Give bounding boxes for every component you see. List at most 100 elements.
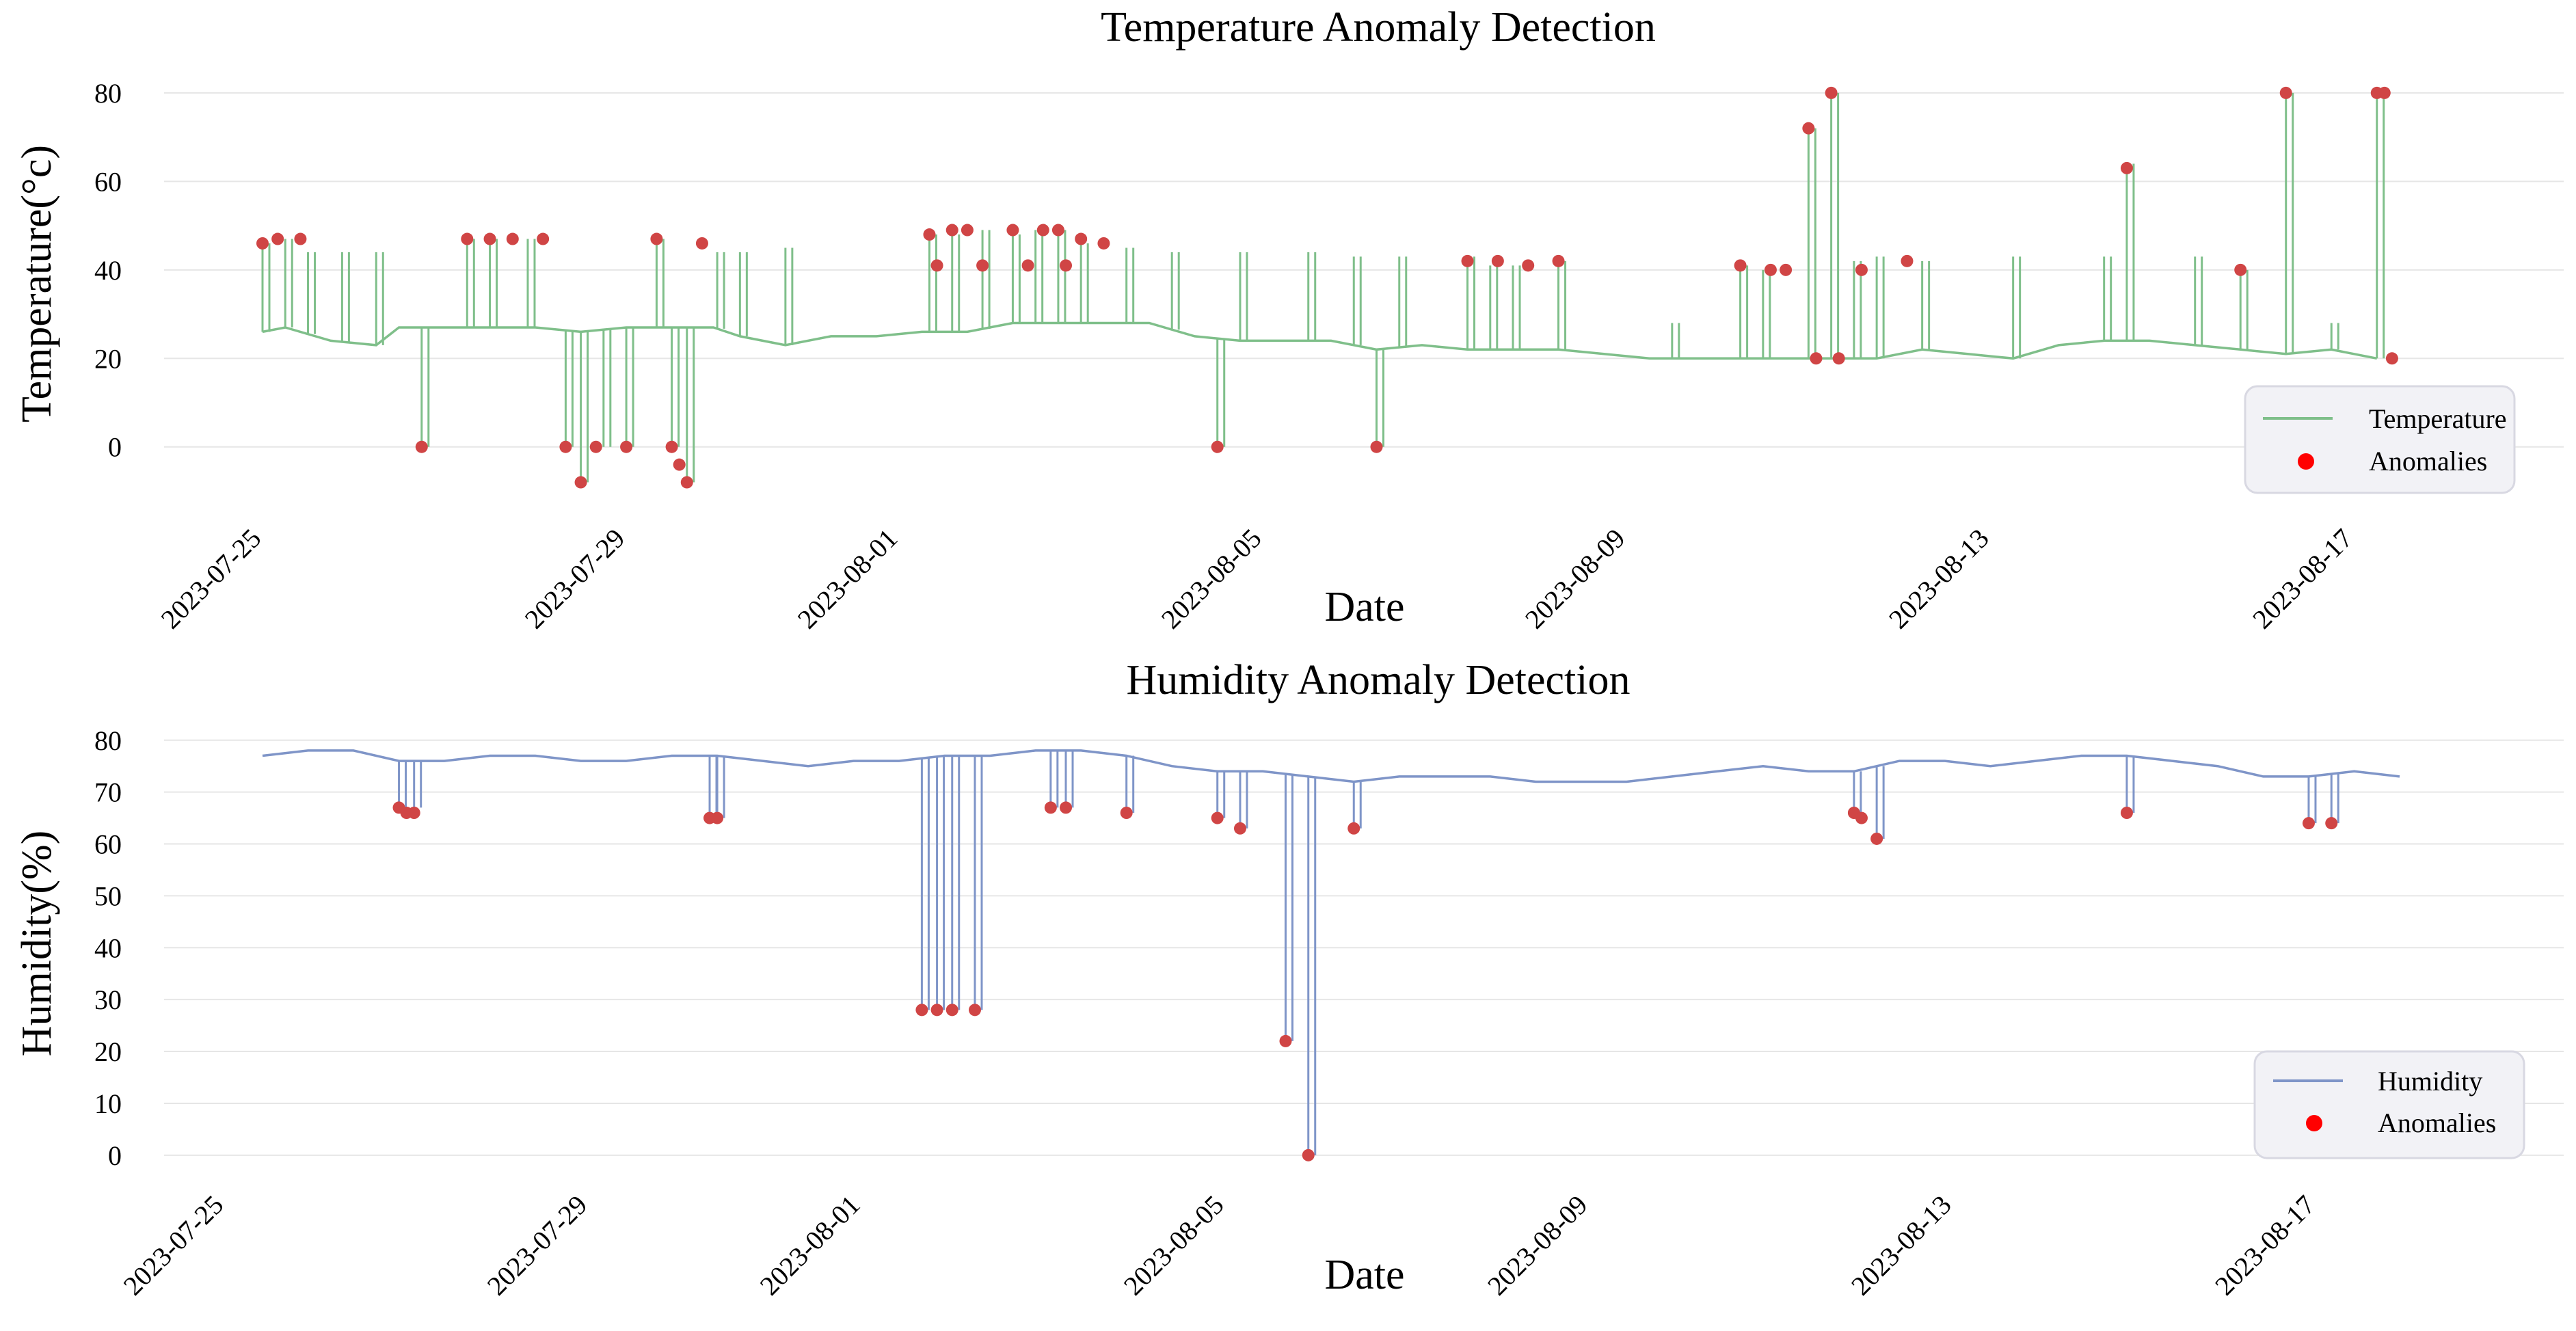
- anomaly-point: [930, 1004, 943, 1017]
- y-tick-label: 40: [94, 255, 122, 286]
- anomaly-point: [415, 440, 428, 453]
- anomaly-point: [1855, 263, 1868, 276]
- x-tick-label: 2023-08-05: [1155, 523, 1267, 635]
- y-tick-label: 50: [94, 880, 122, 911]
- temperature-chart: Temperature Anomaly Detection 020406080 …: [14, 4, 2564, 634]
- humidity-line: [262, 749, 2400, 783]
- humidity-y-axis-label: Humidity(%): [14, 831, 60, 1057]
- anomaly-point: [1120, 807, 1133, 819]
- anomaly-point: [1051, 224, 1064, 237]
- y-tick-label: 30: [94, 984, 122, 1015]
- humidity-x-ticks: 2023-07-25 2023-07-29 2023-08-01 2023-08-05…: [118, 1189, 2321, 1302]
- anomaly-point: [673, 458, 686, 471]
- anomaly-point: [2302, 817, 2315, 830]
- anomaly-point: [589, 440, 602, 453]
- humidity-legend-series: Humidity: [2378, 1066, 2482, 1097]
- anomaly-point: [923, 228, 936, 241]
- anomaly-point: [1780, 263, 1793, 276]
- anomaly-point: [680, 476, 693, 489]
- anomaly-point: [945, 1004, 958, 1017]
- anomaly-point: [2120, 807, 2133, 819]
- y-tick-label: 20: [94, 343, 122, 374]
- anomaly-point: [711, 811, 724, 824]
- anomaly-point: [665, 440, 678, 453]
- temperature-legend-series: Temperature: [2369, 403, 2507, 434]
- x-tick-label: 2023-08-17: [2209, 1189, 2321, 1302]
- anomaly-point: [559, 440, 572, 453]
- anomaly-point: [1810, 352, 1823, 365]
- anomaly-point: [461, 232, 474, 245]
- temperature-x-ticks: 2023-07-25 2023-07-29 2023-08-01 2023-08-05…: [155, 523, 2359, 635]
- anomaly-point: [1060, 259, 1073, 272]
- x-tick-label: 2023-07-25: [155, 523, 267, 635]
- anomaly-point: [2385, 352, 2398, 365]
- humidity-x-axis-label: Date: [1324, 1252, 1404, 1298]
- anomaly-point: [620, 440, 633, 453]
- anomaly-point: [271, 232, 284, 245]
- temperature-legend-anomalies: Anomalies: [2369, 446, 2487, 476]
- anomaly-point: [1802, 122, 1815, 135]
- humidity-legend-box: [2253, 1050, 2525, 1159]
- temperature-anomalies: [256, 86, 2398, 489]
- anomaly-point: [574, 476, 587, 489]
- x-tick-label: 2023-07-25: [118, 1189, 230, 1302]
- temperature-x-axis-label: Date: [1324, 584, 1404, 630]
- y-tick-label: 80: [94, 78, 122, 109]
- anomaly-point: [1211, 440, 1224, 453]
- anomaly-point: [1060, 801, 1073, 814]
- anomaly-point: [1211, 811, 1224, 824]
- x-tick-label: 2023-08-13: [1883, 523, 1995, 635]
- anomaly-point: [961, 224, 974, 237]
- anomaly-point: [1491, 254, 1504, 267]
- temperature-legend-anomaly-icon: [2298, 453, 2314, 470]
- x-tick-label: 2023-08-09: [1481, 1189, 1594, 1302]
- anomaly-point: [915, 1004, 928, 1017]
- temperature-chart-title: Temperature Anomaly Detection: [1101, 4, 1656, 51]
- humidity-grid: [164, 739, 2564, 1156]
- y-tick-label: 40: [94, 932, 122, 963]
- anomaly-point: [1279, 1034, 1292, 1047]
- anomaly-point: [256, 237, 269, 250]
- anomaly-point: [407, 807, 420, 819]
- anomaly-point: [1347, 822, 1360, 835]
- y-tick-label: 10: [94, 1088, 122, 1119]
- anomaly-point: [1901, 254, 1914, 267]
- anomaly-point: [506, 232, 519, 245]
- humidity-chart-title: Humidity Anomaly Detection: [1126, 657, 1630, 703]
- x-tick-label: 2023-08-01: [754, 1189, 866, 1302]
- x-tick-label: 2023-08-13: [1845, 1189, 1957, 1302]
- anomaly-point: [2234, 263, 2247, 276]
- humidity-anomalies: [392, 801, 2338, 1161]
- anomaly-point: [2325, 817, 2338, 830]
- y-tick-label: 80: [94, 725, 122, 756]
- humidity-chart: Humidity Anomaly Detection 0 10 20 30 40 50 60…: [14, 657, 2564, 1301]
- anomaly-point: [1764, 263, 1777, 276]
- anomaly-point: [294, 232, 307, 245]
- anomaly-point: [1044, 801, 1057, 814]
- anomaly-point: [1075, 232, 1088, 245]
- anomaly-point: [1036, 224, 1049, 237]
- temperature-y-axis-label: Temperature(°c): [14, 145, 60, 422]
- x-tick-label: 2023-08-17: [2246, 523, 2359, 635]
- temperature-grid: [164, 92, 2564, 448]
- y-tick-label: 60: [94, 829, 122, 860]
- anomaly-point: [2120, 161, 2133, 174]
- anomaly-point: [1522, 259, 1535, 272]
- anomaly-point: [1370, 440, 1383, 453]
- x-tick-label: 2023-08-01: [792, 523, 904, 635]
- anomaly-point: [650, 232, 663, 245]
- temperature-line: [262, 321, 2378, 360]
- anomaly-point: [930, 259, 943, 272]
- anomaly-point: [1302, 1148, 1315, 1161]
- anomaly-point: [695, 237, 708, 250]
- x-tick-label: 2023-08-05: [1118, 1189, 1230, 1302]
- y-tick-label: 0: [108, 432, 122, 463]
- anomaly-point: [1021, 259, 1034, 272]
- anomaly-point: [945, 224, 958, 237]
- anomaly-point: [1734, 259, 1747, 272]
- anomaly-point: [1832, 352, 1845, 365]
- anomaly-point: [1461, 254, 1474, 267]
- temperature-y-ticks: 0 20 40 60 80: [94, 78, 122, 463]
- anomaly-point: [1233, 822, 1246, 835]
